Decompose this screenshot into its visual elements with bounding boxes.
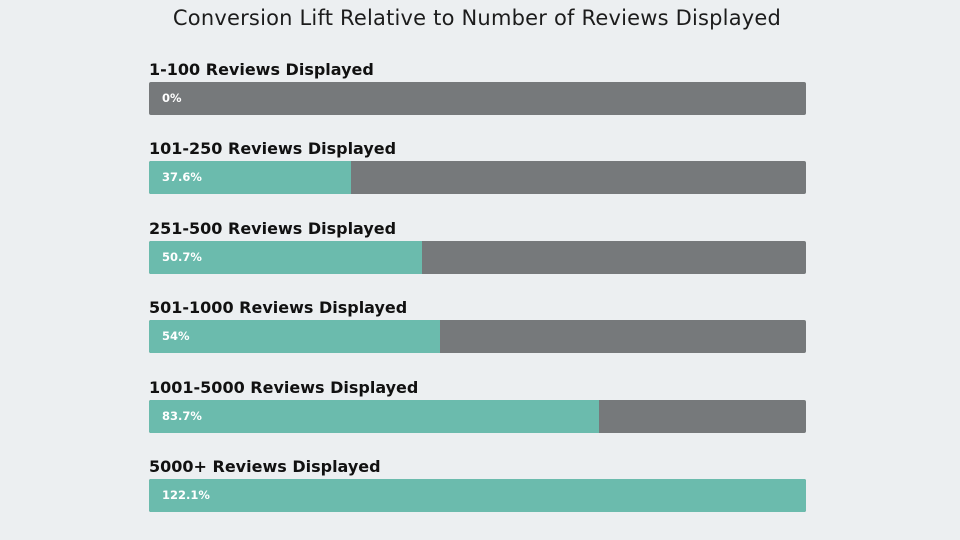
bar-value-label: 50.7% (162, 249, 202, 264)
category-label: 1-100 Reviews Displayed (149, 60, 374, 79)
chart-title: Conversion Lift Relative to Number of Re… (172, 6, 782, 30)
category-label: 251-500 Reviews Displayed (149, 218, 397, 238)
bar-value-label: 54% (162, 329, 190, 344)
bar-chart: 1-100 Reviews Displayed 0% 101-250 Reviews… (149, 58, 806, 534)
bar-fill (149, 240, 422, 274)
category-label: 1001-5000 Reviews Displayed (149, 377, 419, 397)
bar-value-label: 122.1% (162, 487, 210, 502)
category-label: 101-250 Reviews Displayed (149, 139, 397, 159)
bar-row: 1-100 Reviews Displayed 0% (149, 58, 806, 137)
bar-track: 50.7% (149, 240, 806, 274)
category-label: 5000+ Reviews Displayed (149, 456, 381, 476)
bar-row: 501-1000 Reviews Displayed 54% (149, 296, 806, 375)
bar-track: 0% (149, 82, 806, 115)
bar-fill (149, 320, 440, 354)
bar-track: 54% (149, 320, 806, 354)
bar-row: 251-500 Reviews Displayed 50.7% (149, 217, 806, 296)
category-label: 501-1000 Reviews Displayed (149, 298, 408, 318)
bar-track: 83.7% (149, 399, 806, 433)
bar-fill (149, 161, 352, 195)
bar-row: 5000+ Reviews Displayed 122.1% (149, 455, 806, 534)
bar-track: 37.6% (149, 161, 806, 195)
bar-value-label: 37.6% (162, 170, 202, 185)
bar-track: 122.1% (149, 478, 806, 512)
bar-fill (149, 399, 600, 433)
bar-value-label: 83.7% (162, 408, 202, 423)
bar-row: 1001-5000 Reviews Displayed 83.7% (149, 376, 806, 455)
bar-fill (149, 478, 806, 512)
bar-value-label: 0% (162, 91, 182, 105)
bar-row: 101-250 Reviews Displayed 37.6% (149, 137, 806, 216)
